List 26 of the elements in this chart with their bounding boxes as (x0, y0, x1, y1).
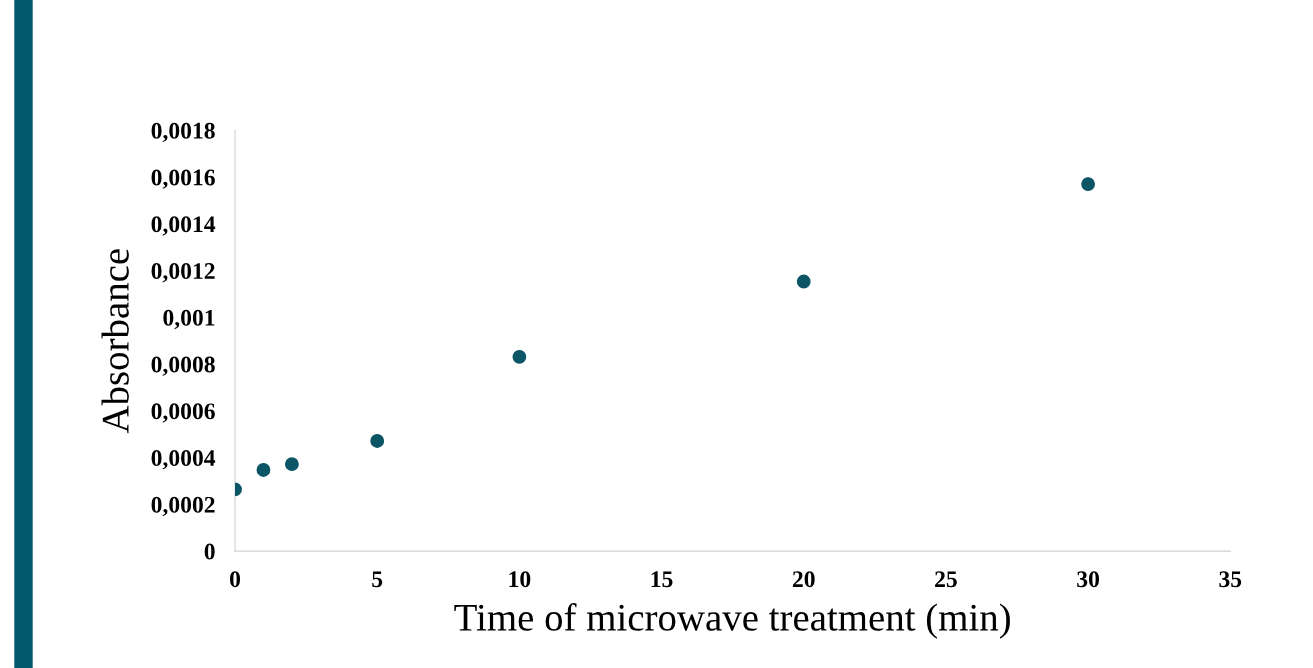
x-axis-title: Time of microwave treatment (min) (454, 603, 1010, 639)
y-axis-title: Absorbance (101, 249, 129, 434)
x-tick-label: 30 (1077, 571, 1100, 588)
point (512, 349, 527, 364)
point (370, 434, 385, 448)
point (1081, 177, 1096, 191)
y-tick-label: 0,0008 (151, 356, 215, 376)
point (796, 274, 811, 289)
y-tick-label: 0,001 (163, 309, 215, 330)
y-tick-label: 0,0014 (151, 216, 216, 236)
x-tick-label: 15 (651, 571, 673, 588)
point (284, 457, 299, 472)
y-tick-label: 0 (204, 543, 215, 560)
y-tick-label: 0,0006 (151, 403, 215, 423)
x-tick-label: 35 (1219, 571, 1242, 588)
y-tick-label: 0,0018 (151, 122, 215, 143)
point (256, 463, 271, 477)
x-tick-label: 10 (509, 571, 531, 588)
y-tick-label: 0,0012 (151, 263, 215, 283)
x-tick-label: 5 (372, 571, 383, 588)
x-tick-label: 0 (230, 571, 241, 588)
y-tick-label: 0,0016 (151, 169, 215, 189)
x-tick-label: 20 (792, 571, 815, 588)
y-tick-label: 0,0004 (151, 450, 216, 470)
x-tick-label: 25 (935, 571, 957, 588)
y-tick-label: 0,0002 (151, 496, 215, 517)
